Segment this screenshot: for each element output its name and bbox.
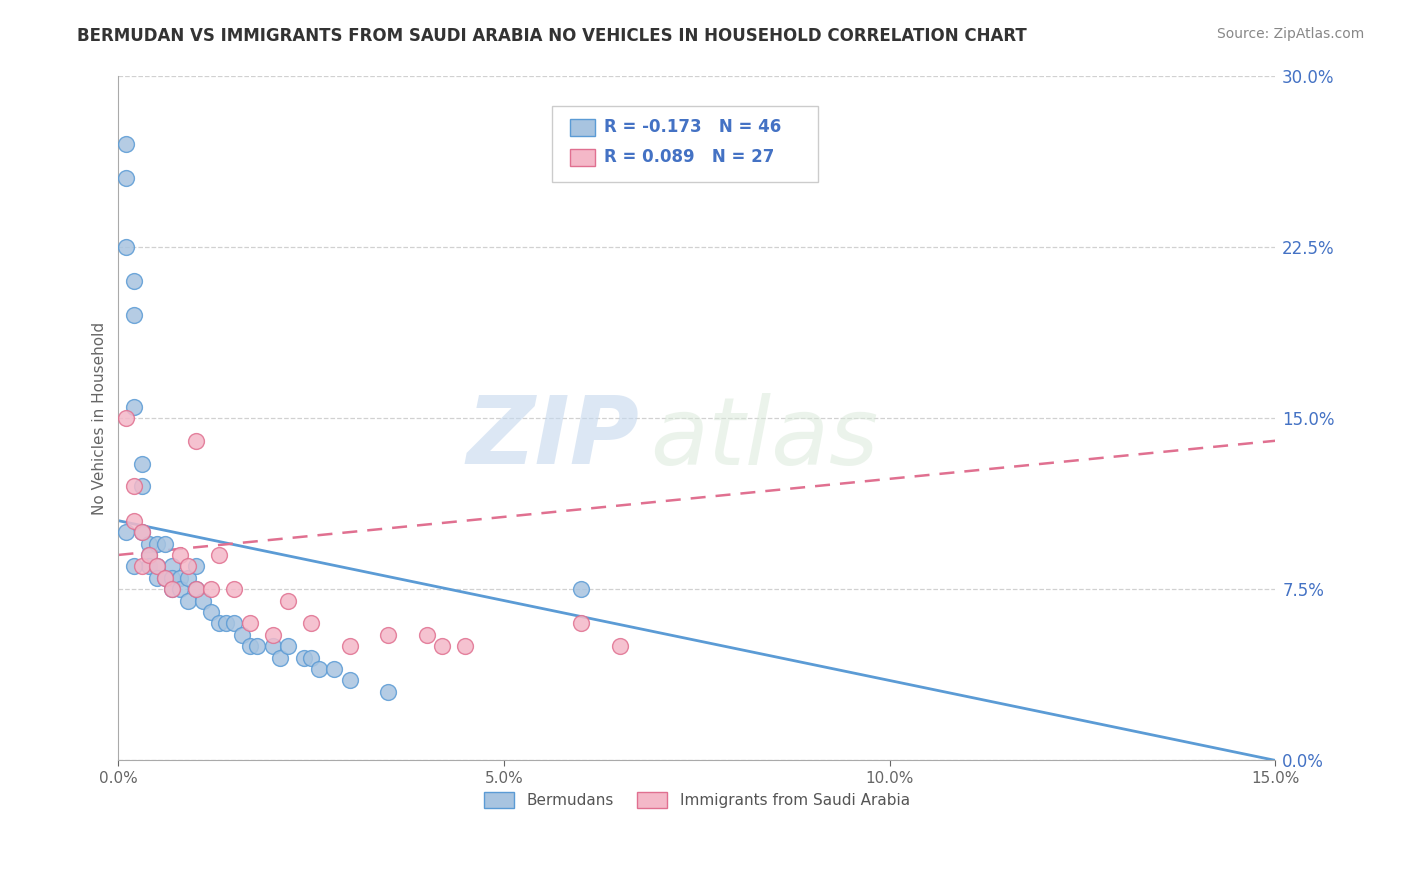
Point — [569, 616, 592, 631]
Point — [169, 548, 191, 562]
Point — [339, 673, 361, 688]
Point — [146, 559, 169, 574]
Point — [153, 571, 176, 585]
Point — [122, 479, 145, 493]
Point — [162, 582, 184, 597]
Point — [177, 593, 200, 607]
Point — [224, 616, 246, 631]
Point — [184, 582, 207, 597]
Point — [138, 559, 160, 574]
Point — [339, 639, 361, 653]
Legend: Bermudans, Immigrants from Saudi Arabia: Bermudans, Immigrants from Saudi Arabia — [478, 786, 915, 814]
Text: R = 0.089   N = 27: R = 0.089 N = 27 — [605, 148, 775, 166]
Point — [131, 525, 153, 540]
Point — [138, 548, 160, 562]
Y-axis label: No Vehicles in Household: No Vehicles in Household — [93, 321, 107, 515]
Bar — [569, 149, 595, 166]
Point — [308, 662, 330, 676]
Point — [115, 240, 138, 254]
Point — [184, 434, 207, 448]
Point — [277, 593, 299, 607]
Point — [323, 662, 346, 676]
Point — [162, 559, 184, 574]
Point — [115, 525, 138, 540]
Point — [208, 616, 231, 631]
Point — [200, 605, 222, 619]
Point — [238, 616, 260, 631]
Text: BERMUDAN VS IMMIGRANTS FROM SAUDI ARABIA NO VEHICLES IN HOUSEHOLD CORRELATION CH: BERMUDAN VS IMMIGRANTS FROM SAUDI ARABIA… — [77, 27, 1026, 45]
Point — [115, 171, 138, 186]
Point — [262, 639, 284, 653]
Point — [122, 274, 145, 288]
Point — [377, 628, 399, 642]
Point — [184, 582, 207, 597]
Point — [609, 639, 631, 653]
Point — [122, 308, 145, 322]
Point — [299, 650, 322, 665]
Point — [432, 639, 454, 653]
Point — [454, 639, 477, 653]
Point — [292, 650, 315, 665]
Point — [246, 639, 269, 653]
Point — [215, 616, 238, 631]
Point — [200, 582, 222, 597]
Point — [146, 571, 169, 585]
Point — [146, 559, 169, 574]
FancyBboxPatch shape — [553, 106, 818, 182]
Point — [122, 559, 145, 574]
Point — [169, 582, 191, 597]
Point — [138, 536, 160, 550]
Text: atlas: atlas — [651, 393, 879, 484]
Point — [115, 411, 138, 425]
Point — [224, 582, 246, 597]
Point — [153, 536, 176, 550]
Point — [277, 639, 299, 653]
Point — [162, 571, 184, 585]
Point — [299, 616, 322, 631]
Point — [377, 685, 399, 699]
Point — [162, 582, 184, 597]
Text: Source: ZipAtlas.com: Source: ZipAtlas.com — [1216, 27, 1364, 41]
Point — [122, 514, 145, 528]
Bar — [569, 119, 595, 136]
Point — [184, 559, 207, 574]
Point — [122, 400, 145, 414]
Point — [131, 559, 153, 574]
Point — [131, 525, 153, 540]
Point — [177, 559, 200, 574]
Point — [138, 548, 160, 562]
Point — [238, 639, 260, 653]
Text: R = -0.173   N = 46: R = -0.173 N = 46 — [605, 118, 782, 136]
Point — [153, 571, 176, 585]
Point — [208, 548, 231, 562]
Point — [131, 479, 153, 493]
Point — [416, 628, 439, 642]
Point — [262, 628, 284, 642]
Text: ZIP: ZIP — [467, 392, 638, 484]
Point — [115, 136, 138, 151]
Point — [146, 536, 169, 550]
Point — [231, 628, 253, 642]
Point — [169, 571, 191, 585]
Point — [177, 571, 200, 585]
Point — [193, 593, 215, 607]
Point — [269, 650, 291, 665]
Point — [131, 457, 153, 471]
Point — [569, 582, 592, 597]
